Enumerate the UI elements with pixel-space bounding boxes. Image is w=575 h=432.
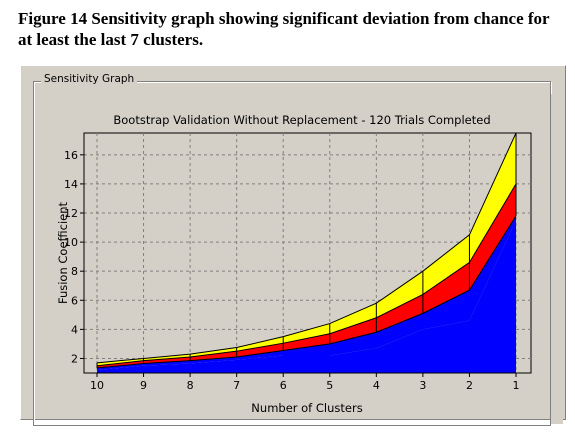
y-axis-label: Fusion Coefficient — [56, 201, 70, 304]
y-tick-label: 10 — [64, 236, 78, 249]
y-tick-label: 12 — [64, 207, 78, 220]
y-tick-label: 6 — [71, 294, 78, 307]
x-tick-label: 4 — [373, 379, 380, 392]
x-tick-label: 6 — [280, 379, 287, 392]
chart-title: Bootstrap Validation Without Replacement… — [113, 113, 490, 127]
y-tick-label: 16 — [64, 149, 78, 162]
y-tick-label: 4 — [71, 323, 78, 336]
figure-caption: Figure 14 Sensitivity graph showing sign… — [18, 9, 550, 49]
x-tick-label: 5 — [326, 379, 333, 392]
series-line — [96, 215, 517, 369]
series-line — [96, 132, 517, 364]
x-tick-label: 2 — [466, 379, 473, 392]
x-axis-label: Number of Clusters — [251, 401, 362, 415]
x-tick-label: 3 — [419, 379, 426, 392]
base-band — [97, 220, 516, 373]
lower-band — [97, 215, 516, 371]
vertical-scrollbar[interactable] — [550, 94, 563, 424]
y-tick-label: 14 — [64, 178, 78, 191]
area-bands — [97, 133, 516, 373]
x-tick-label: 1 — [513, 379, 520, 392]
series-line — [96, 183, 517, 367]
band-boundaries — [96, 132, 517, 369]
x-tick-label: 8 — [187, 379, 194, 392]
x-tick-label: 7 — [233, 379, 240, 392]
groupbox-label: Sensitivity Graph — [41, 73, 138, 85]
y-tick-label: 8 — [71, 265, 78, 278]
y-tick-label: 2 — [71, 352, 78, 365]
x-tick-label: 10 — [90, 379, 104, 392]
x-tick-label: 9 — [140, 379, 147, 392]
